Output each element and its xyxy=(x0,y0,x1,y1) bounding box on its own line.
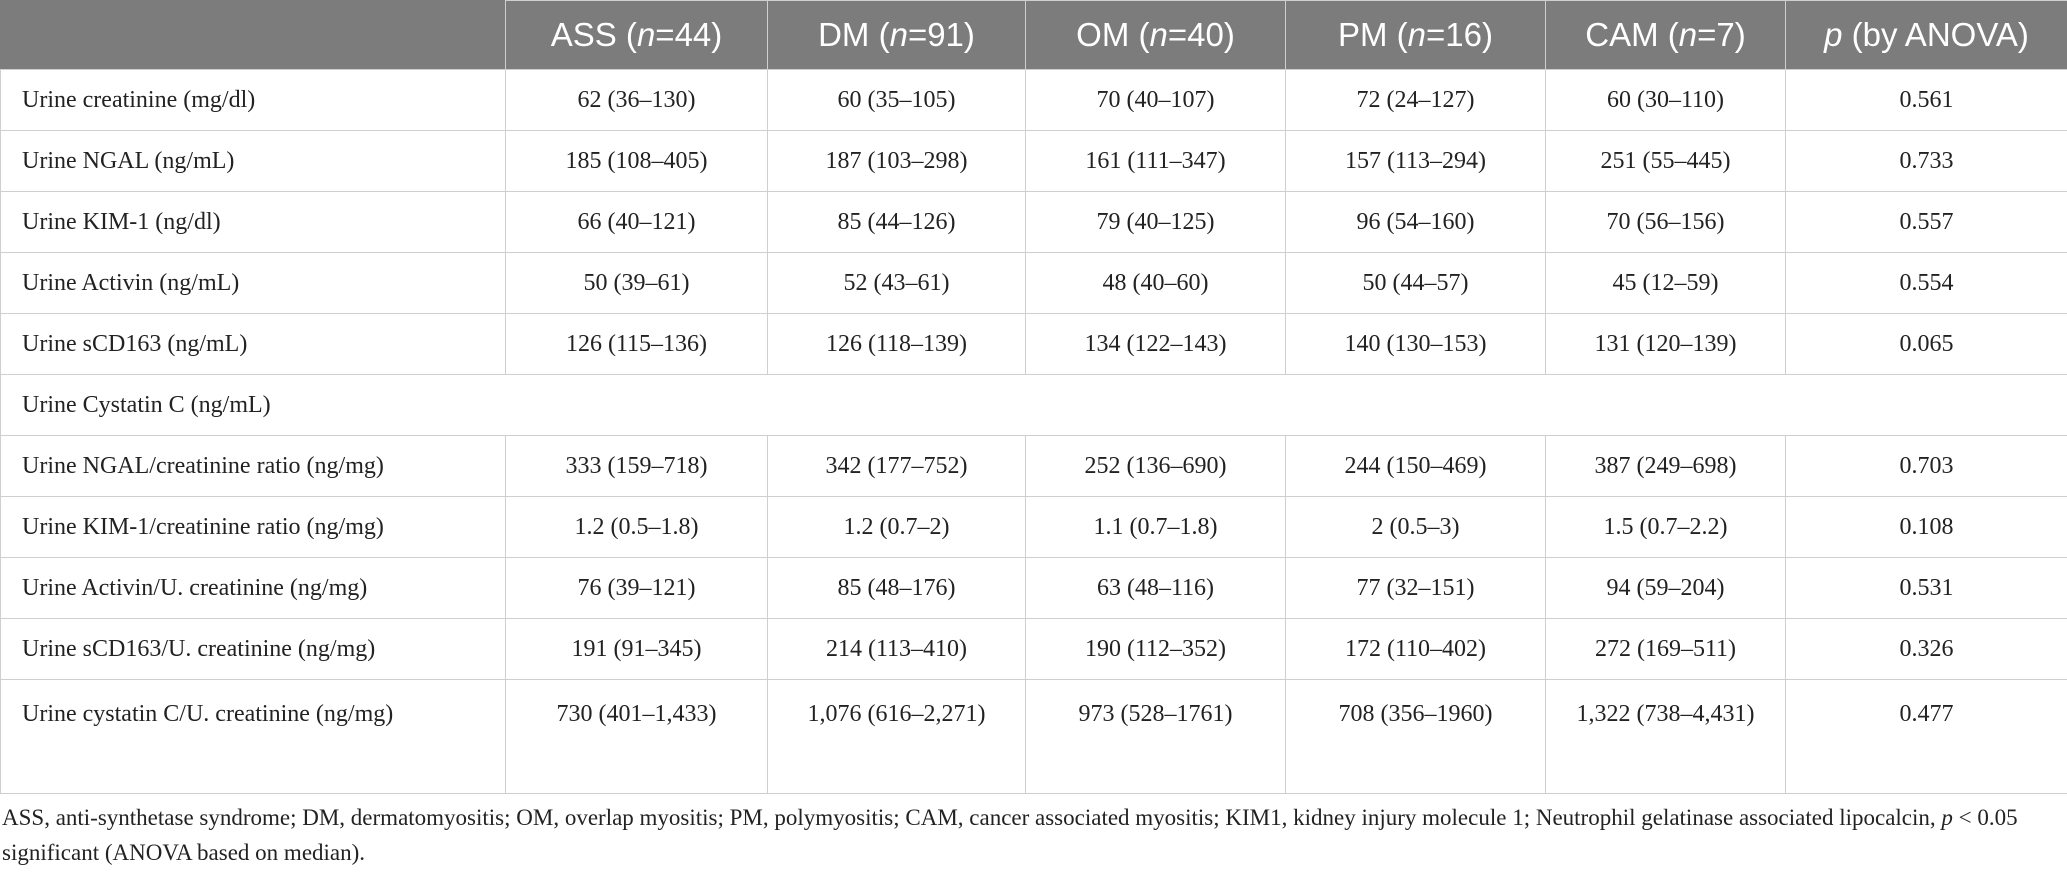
header-p-value: p (by ANOVA) xyxy=(1785,0,2067,70)
table-cell: 45 (12–59) xyxy=(1545,252,1786,314)
p-value-cell: 0.477 xyxy=(1785,679,2067,794)
table-cell: 730 (401–1,433) xyxy=(505,679,768,794)
table-cell: 48 (40–60) xyxy=(1025,252,1286,314)
table-cell: 85 (44–126) xyxy=(767,191,1026,253)
table-cell: 70 (40–107) xyxy=(1025,69,1286,131)
table-cell: 244 (150–469) xyxy=(1285,435,1546,497)
table-cell: 342 (177–752) xyxy=(767,435,1026,497)
table-cell: 272 (169–511) xyxy=(1545,618,1786,680)
table-cell: 66 (40–121) xyxy=(505,191,768,253)
table-cell: 185 (108–405) xyxy=(505,130,768,192)
table-cell: 1.2 (0.5–1.8) xyxy=(505,496,768,558)
data-table: ASS (n=44) DM (n=91) OM (n=40) PM (n=16)… xyxy=(0,0,2067,794)
row-label: Urine Activin (ng/mL) xyxy=(0,252,506,314)
table-cell: 190 (112–352) xyxy=(1025,618,1286,680)
table-cell: 134 (122–143) xyxy=(1025,313,1286,375)
table-row: Urine KIM-1/creatinine ratio (ng/mg) 1.2 … xyxy=(0,496,2067,558)
p-value-cell: 0.733 xyxy=(1785,130,2067,192)
table-cell: 161 (111–347) xyxy=(1025,130,1286,192)
header-om: OM (n=40) xyxy=(1025,0,1286,70)
table-cell: 252 (136–690) xyxy=(1025,435,1286,497)
table-cell: 708 (356–1960) xyxy=(1285,679,1546,794)
p-value-cell: 0.531 xyxy=(1785,557,2067,619)
table-cell: 2 (0.5–3) xyxy=(1285,496,1546,558)
row-label: Urine NGAL (ng/mL) xyxy=(0,130,506,192)
table-row: Urine KIM-1 (ng/dl) 66 (40–121) 85 (44–126… xyxy=(0,191,2067,253)
table-cell: 1.1 (0.7–1.8) xyxy=(1025,496,1286,558)
table-cell: 77 (32–151) xyxy=(1285,557,1546,619)
table-cell: 79 (40–125) xyxy=(1025,191,1286,253)
table-cell: 1.5 (0.7–2.2) xyxy=(1545,496,1786,558)
table-cell: 191 (91–345) xyxy=(505,618,768,680)
row-label: Urine creatinine (mg/dl) xyxy=(0,69,506,131)
header-pm: PM (n=16) xyxy=(1285,0,1546,70)
table-cell: 70 (56–156) xyxy=(1545,191,1786,253)
row-label: Urine KIM-1 (ng/dl) xyxy=(0,191,506,253)
table-footnote: ASS, anti-synthetase syndrome; DM, derma… xyxy=(2,805,2018,865)
header-ass: ASS (n=44) xyxy=(505,0,768,70)
table-cell: 50 (44–57) xyxy=(1285,252,1546,314)
table-cell: 140 (130–153) xyxy=(1285,313,1546,375)
table-cell: 52 (43–61) xyxy=(767,252,1026,314)
p-value-cell: 0.557 xyxy=(1785,191,2067,253)
table-row: Urine creatinine (mg/dl) 62 (36–130) 60 (3… xyxy=(0,69,2067,131)
table-cell: 85 (48–176) xyxy=(767,557,1026,619)
table-row: Urine Cystatin C (ng/mL) xyxy=(0,374,2067,436)
table-body: Urine creatinine (mg/dl) 62 (36–130) 60 (3… xyxy=(0,69,2067,794)
p-value-cell: 0.703 xyxy=(1785,435,2067,497)
row-label: Urine sCD163 (ng/mL) xyxy=(0,313,506,375)
table-cell: 63 (48–116) xyxy=(1025,557,1286,619)
p-value-cell: 0.108 xyxy=(1785,496,2067,558)
p-value-cell: 0.561 xyxy=(1785,69,2067,131)
table-cell: 1,322 (738–4,431) xyxy=(1545,679,1786,794)
table-cell: 251 (55–445) xyxy=(1545,130,1786,192)
table-cell: 131 (120–139) xyxy=(1545,313,1786,375)
table-header: ASS (n=44) DM (n=91) OM (n=40) PM (n=16)… xyxy=(0,0,2067,70)
table-cell: 1,076 (616–2,271) xyxy=(767,679,1026,794)
table-row: Urine sCD163/U. creatinine (ng/mg) 191 (9… xyxy=(0,618,2067,680)
header-dm: DM (n=91) xyxy=(767,0,1026,70)
row-label: Urine NGAL/creatinine ratio (ng/mg) xyxy=(0,435,506,497)
table-cell: 60 (30–110) xyxy=(1545,69,1786,131)
table-cell: 157 (113–294) xyxy=(1285,130,1546,192)
table-cell: 126 (118–139) xyxy=(767,313,1026,375)
p-value-cell: 0.554 xyxy=(1785,252,2067,314)
table-cell: 72 (24–127) xyxy=(1285,69,1546,131)
row-label: Urine KIM-1/creatinine ratio (ng/mg) xyxy=(0,496,506,558)
table-cell: 62 (36–130) xyxy=(505,69,768,131)
header-row: ASS (n=44) DM (n=91) OM (n=40) PM (n=16)… xyxy=(0,0,2067,70)
table-cell: 973 (528–1761) xyxy=(1025,679,1286,794)
header-cam: CAM (n=7) xyxy=(1545,0,1786,70)
row-label: Urine Activin/U. creatinine (ng/mg) xyxy=(0,557,506,619)
table-row: Urine cystatin C/U. creatinine (ng/mg) 73… xyxy=(0,679,2067,794)
table-cell: 126 (115–136) xyxy=(505,313,768,375)
row-label: Urine cystatin C/U. creatinine (ng/mg) xyxy=(0,679,506,794)
table-cell: 187 (103–298) xyxy=(767,130,1026,192)
table-row: Urine sCD163 (ng/mL) 126 (115–136) 126 (11… xyxy=(0,313,2067,375)
table-cell: 96 (54–160) xyxy=(1285,191,1546,253)
table-cell: 387 (249–698) xyxy=(1545,435,1786,497)
table-cell: 1.2 (0.7–2) xyxy=(767,496,1026,558)
table-row: Urine NGAL (ng/mL) 185 (108–405) 187 (103–… xyxy=(0,130,2067,192)
table-cell: 94 (59–204) xyxy=(1545,557,1786,619)
table-row: Urine Activin/U. creatinine (ng/mg) 76 (3… xyxy=(0,557,2067,619)
row-label: Urine Cystatin C (ng/mL) xyxy=(0,374,2067,436)
table-cell: 172 (110–402) xyxy=(1285,618,1546,680)
table-row: Urine NGAL/creatinine ratio (ng/mg) 333 (… xyxy=(0,435,2067,497)
p-value-cell: 0.065 xyxy=(1785,313,2067,375)
table-cell: 214 (113–410) xyxy=(767,618,1026,680)
table-cell: 60 (35–105) xyxy=(767,69,1026,131)
table-row: Urine Activin (ng/mL) 50 (39–61) 52 (43–61… xyxy=(0,252,2067,314)
table-cell: 333 (159–718) xyxy=(505,435,768,497)
table-cell: 50 (39–61) xyxy=(505,252,768,314)
table-cell: 76 (39–121) xyxy=(505,557,768,619)
p-value-cell: 0.326 xyxy=(1785,618,2067,680)
header-blank-cell xyxy=(0,0,506,70)
row-label: Urine sCD163/U. creatinine (ng/mg) xyxy=(0,618,506,680)
